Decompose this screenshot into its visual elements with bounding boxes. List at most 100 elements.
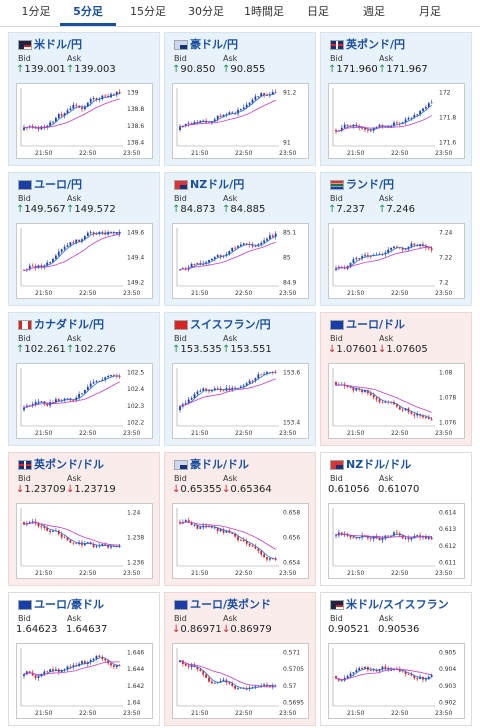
x-tick-label: 21:50 xyxy=(347,710,364,717)
candle-body xyxy=(266,684,268,686)
pair-name-link[interactable]: ユーロ/英ポンド xyxy=(190,598,272,611)
candle-body xyxy=(84,389,86,394)
pair-name-link[interactable]: 豪ドル/円 xyxy=(190,38,239,51)
candle-body xyxy=(179,269,181,271)
tab-7[interactable]: 月足 xyxy=(419,5,441,18)
tab-4[interactable]: 1時間足 xyxy=(244,5,284,18)
tab-3[interactable]: 30分足 xyxy=(188,5,224,18)
candle-body xyxy=(361,389,363,393)
x-tick-label: 21:50 xyxy=(347,570,364,577)
candle-body xyxy=(257,548,260,551)
candle-body xyxy=(228,112,231,115)
candle-body xyxy=(190,522,193,526)
bid-value: 0.90521 xyxy=(328,624,369,635)
x-tick-label: 23:50 xyxy=(123,430,140,437)
ask-label: Ask xyxy=(223,474,238,483)
currency-card[interactable]: カナダドル/円 Bid Ask ↑102.261 ↑102.276 102.5 102.4 1… xyxy=(8,312,160,446)
pair-name-link[interactable]: NZドル/円 xyxy=(190,178,245,191)
candle-body xyxy=(242,243,245,245)
candle-body xyxy=(89,660,92,663)
tab-2[interactable]: 15分足 xyxy=(130,5,166,18)
x-tick-label: 23:50 xyxy=(123,150,140,157)
short-moving-average-line xyxy=(335,668,432,681)
candle-body xyxy=(260,374,263,376)
candle-body xyxy=(46,125,49,128)
candle-body xyxy=(110,546,112,548)
currency-card[interactable]: スイスフラン/円 Bid Ask ↑153.535 ↑153.551 153.6 153.4… xyxy=(164,312,316,446)
y-tick-label: 0.612 xyxy=(439,543,456,550)
currency-card[interactable]: ランド/円 Bid Ask ↑7.237 ↑7.246 7.24 7.22 7.2 21:50 2… xyxy=(320,172,472,306)
currency-card[interactable]: ユーロ/円 Bid Ask ↑149.567 ↑149.572 149.6 149.4 149… xyxy=(8,172,160,306)
currency-card[interactable]: ユーロ/ドル Bid Ask ↓1.07601 ↓1.07605 1.08 1.078 1.0… xyxy=(320,312,472,446)
pair-name-link[interactable]: ユーロ/円 xyxy=(34,178,83,191)
candle-body xyxy=(40,401,43,403)
ask-value-text: 149.572 xyxy=(74,204,116,215)
pair-name-link[interactable]: ユーロ/豪ドル xyxy=(34,598,105,611)
y-tick-label: 0.656 xyxy=(283,535,300,542)
candle-body xyxy=(107,376,109,378)
candle-body xyxy=(72,400,75,401)
candle-body xyxy=(205,388,207,391)
pair-name-link[interactable]: 豪ドル/ドル xyxy=(190,458,250,471)
candle-body xyxy=(225,114,228,116)
eu-flag-icon xyxy=(18,180,32,190)
candlestick-chart: 153.6 153.4 21:50 22:50 23:50 xyxy=(172,363,309,439)
candle-body xyxy=(205,262,207,264)
candle-body xyxy=(422,108,424,111)
y-tick-label: 139 xyxy=(127,90,139,97)
x-tick-label: 21:50 xyxy=(35,570,52,577)
candle-body xyxy=(430,537,433,540)
candle-body xyxy=(231,247,234,252)
candle-body xyxy=(84,236,86,240)
candle-body xyxy=(242,385,245,387)
pair-name-link[interactable]: ランド/円 xyxy=(346,178,395,191)
pair-name-link[interactable]: ユーロ/ドル xyxy=(346,318,406,331)
currency-card[interactable]: 豪ドル/ドル Bid Ask ↓0.65355 ↓0.65364 0.658 0.656 0.… xyxy=(164,452,316,586)
currency-card[interactable]: 英ポンド/円 Bid Ask ↑171.960 ↑171.967 172 171.8 171.… xyxy=(320,32,472,166)
candle-body xyxy=(28,671,31,673)
x-tick-label: 21:50 xyxy=(191,290,208,297)
pair-name-link[interactable]: カナダドル/円 xyxy=(34,318,105,331)
currency-card[interactable]: ユーロ/豪ドル Bid Ask 1.64623 1.64637 1.646 1.644 1.6… xyxy=(8,592,160,726)
candle-body xyxy=(37,523,40,527)
ask-value-text: 1.07605 xyxy=(386,344,428,355)
pair-name-link[interactable]: 英ポンド/ドル xyxy=(34,458,105,471)
tab-0[interactable]: 1分足 xyxy=(21,5,51,18)
candle-body xyxy=(46,527,49,531)
x-tick-label: 22:50 xyxy=(235,290,252,297)
bid-value-text: 1.23709 xyxy=(24,484,66,495)
candle-body xyxy=(225,530,228,533)
arrow-up-icon: ↑ xyxy=(66,204,75,215)
x-tick-label: 22:50 xyxy=(235,710,252,717)
candle-body xyxy=(416,535,419,537)
candle-body xyxy=(254,246,257,248)
currency-card[interactable]: NZドル/円 Bid Ask ↑84.873 ↑84.885 85.1 85 84.9 21:5… xyxy=(164,172,316,306)
long-moving-average-line xyxy=(179,378,276,407)
y-tick-label: 0.5695 xyxy=(283,700,304,707)
currency-card[interactable]: 米ドル/スイスフラン Bid Ask 0.90521 0.90536 0.905 0.904… xyxy=(320,592,472,726)
candle-body xyxy=(248,102,251,105)
pair-name-link[interactable]: 米ドル/円 xyxy=(34,38,83,51)
tab-5[interactable]: 日足 xyxy=(307,5,329,18)
chart-svg: 139 138.8 138.6 138.4 21:50 22:50 23:50 xyxy=(20,88,144,157)
candle-body xyxy=(31,521,34,523)
long-moving-average-line xyxy=(179,99,276,127)
tab-6[interactable]: 週足 xyxy=(363,5,385,18)
currency-card[interactable]: 豪ドル/円 Bid Ask ↑90.850 ↑90.855 91.2 91 21:50 22:5… xyxy=(164,32,316,166)
tab-1[interactable]: 5分足 xyxy=(60,0,116,26)
currency-card[interactable]: NZドル/ドル Bid Ask 0.61056 0.61070 0.614 0.613 0.6… xyxy=(320,452,472,586)
pair-name-link[interactable]: スイスフラン/円 xyxy=(190,318,271,331)
ask-value: ↑153.551 xyxy=(222,344,272,355)
currency-card[interactable]: ユーロ/英ポンド Bid Ask ↓0.86971 ↓0.86979 0.571 0.570… xyxy=(164,592,316,726)
y-tick-label: 84.9 xyxy=(283,280,297,287)
long-moving-average-line xyxy=(335,533,432,538)
candle-body xyxy=(95,98,98,100)
y-tick-label: 171.8 xyxy=(439,115,456,122)
pair-name-link[interactable]: 英ポンド/円 xyxy=(346,38,406,51)
currency-card[interactable]: 米ドル/円 Bid Ask ↑139.001 ↑139.003 139 138.8 138.6… xyxy=(8,32,160,166)
pair-name-link[interactable]: 米ドル/スイスフラン xyxy=(346,598,449,611)
candle-body xyxy=(213,119,216,122)
currency-card[interactable]: 英ポンド/ドル Bid Ask ↓1.23709 ↓1.23719 1.24 1.238 1.… xyxy=(8,452,160,586)
pair-name-link[interactable]: NZドル/ドル xyxy=(346,458,412,471)
candle-body xyxy=(346,676,349,679)
